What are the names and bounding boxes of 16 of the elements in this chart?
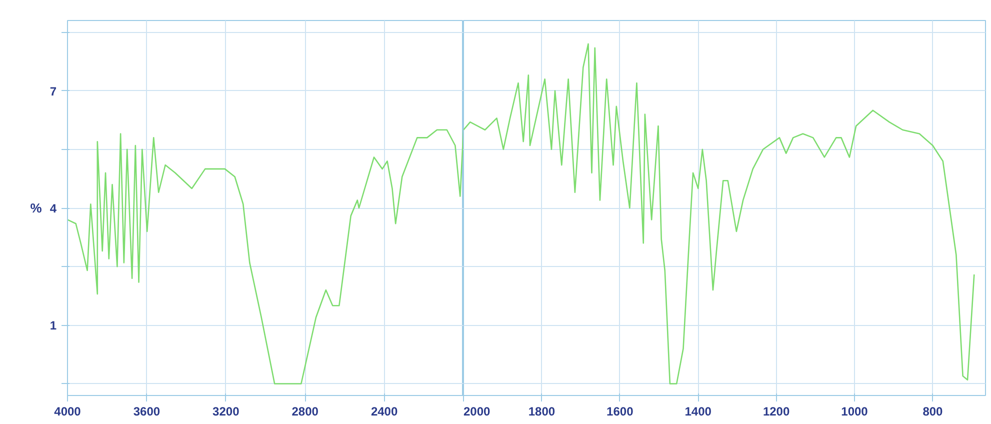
x-tick-label: 3200 [212,404,240,418]
x-tick-label: 2800 [292,404,319,418]
y-tick-label: 1 [50,318,57,333]
x-tick-label: 2000 [464,404,491,418]
x-tick-label: 1600 [606,404,634,418]
x-tick-label: 800 [922,404,944,418]
x-tick-label: 1400 [684,404,712,418]
x-tick-label: 2400 [370,404,398,418]
y-tick-label: 7 [50,84,57,98]
x-tick-label: 1000 [841,404,868,418]
y-axis-title: % [30,200,42,216]
x-tick-label: 3600 [133,404,160,418]
x-tick-label: 1200 [762,404,790,418]
x-tick-label: 4000 [54,404,82,418]
x-tick-label: 1800 [528,404,556,418]
y-tick-label: 4 [50,202,57,216]
